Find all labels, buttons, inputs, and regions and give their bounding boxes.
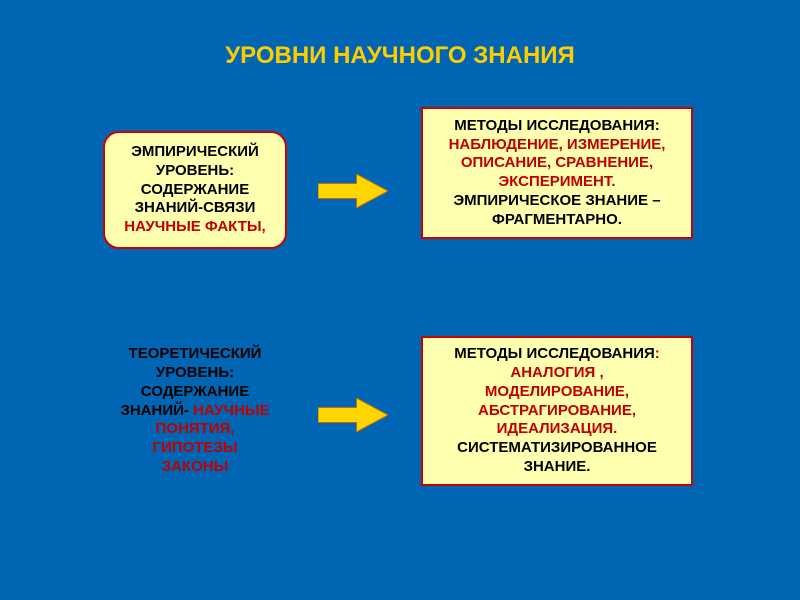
arrow-icon <box>318 174 388 208</box>
text-line: ЗНАНИЙ- НАУЧНЫЕ <box>120 402 269 421</box>
text-line: УРОВЕНЬ: <box>156 364 234 383</box>
text-line: АНАЛОГИЯ , <box>510 364 603 383</box>
text-line: МЕТОДЫ ИССЛЕДОВАНИЯ: <box>454 117 660 136</box>
box-theoretical-level: ТЕОРЕТИЧЕСКИЙУРОВЕНЬ:СОДЕРЖАНИЕЗНАНИЙ- Н… <box>100 336 290 486</box>
text-line: ПОНЯТИЯ, <box>156 420 235 439</box>
text-line: ЭКСПЕРИМЕНТ. <box>498 173 615 192</box>
text-line: АБСТРАГИРОВАНИЕ, <box>478 402 636 421</box>
box-empirical-level: ЭМПИРИЧЕСКИЙУРОВЕНЬ:СОДЕРЖАНИЕЗНАНИЙ-СВЯ… <box>103 131 287 249</box>
text-line: ЗАКОНЫ <box>162 458 229 477</box>
text-line: СОДЕРЖАНИЕ <box>141 383 249 402</box>
text-line: ЗНАНИЙ-СВЯЗИ <box>135 199 256 218</box>
slide: УРОВНИ НАУЧНОГО ЗНАНИЯ ЭМПИРИЧЕСКИЙУРОВЕ… <box>0 0 800 600</box>
text-line: ФРАГМЕНТАРНО. <box>492 211 622 230</box>
arrow-icon <box>318 398 388 432</box>
text-line: НАУЧНЫЕ ФАКТЫ, <box>124 218 265 237</box>
box-empirical-methods: МЕТОДЫ ИССЛЕДОВАНИЯ:НАБЛЮДЕНИЕ, ИЗМЕРЕНИ… <box>421 107 693 239</box>
text-line: ЗНАНИЕ. <box>524 458 591 477</box>
text-line: ЭМПИРИЧЕСКОЕ ЗНАНИЕ – <box>453 192 660 211</box>
text-line: УРОВЕНЬ: <box>156 162 234 181</box>
text-line: ЭМПИРИЧЕСКИЙ <box>131 143 259 162</box>
text-line: СОДЕРЖАНИЕ <box>141 181 249 200</box>
text-line: СИСТЕМАТИЗИРОВАННОЕ <box>457 439 657 458</box>
text-line: ГИПОТЕЗЫ <box>153 439 238 458</box>
text-line: ОПИСАНИЕ, СРАВНЕНИЕ, <box>461 154 653 173</box>
slide-title: УРОВНИ НАУЧНОГО ЗНАНИЯ <box>0 42 800 70</box>
box-theoretical-methods: МЕТОДЫ ИССЛЕДОВАНИЯ:АНАЛОГИЯ ,МОДЕЛИРОВА… <box>421 336 693 486</box>
text-line: НАБЛЮДЕНИЕ, ИЗМЕРЕНИЕ, <box>449 136 666 155</box>
text-line: ТЕОРЕТИЧЕСКИЙ <box>129 345 262 364</box>
text-line: ИДЕАЛИЗАЦИЯ. <box>497 420 618 439</box>
text-line: МОДЕЛИРОВАНИЕ, <box>485 383 629 402</box>
text-line: МЕТОДЫ ИССЛЕДОВАНИЯ: <box>454 345 660 364</box>
